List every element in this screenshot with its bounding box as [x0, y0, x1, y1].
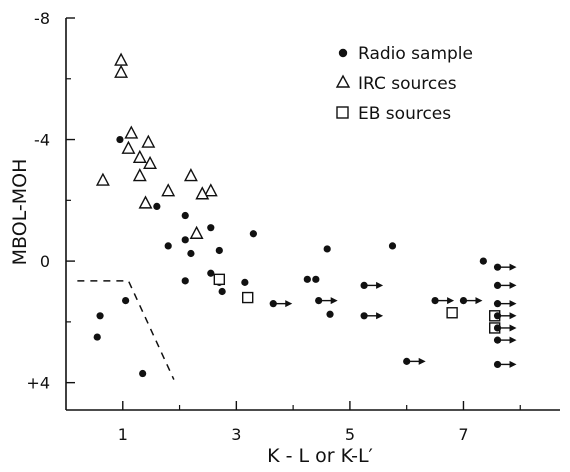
x-tick-label: 5 [345, 425, 355, 444]
x-tick-label: 7 [458, 425, 468, 444]
irc-source-point [121, 140, 136, 154]
radio-sample-point [249, 230, 257, 238]
radio-sample-point [207, 269, 215, 277]
legend-entry: EB sources [336, 104, 451, 124]
y-axis-label: MBOL-MOH [9, 159, 31, 266]
lower-limit-point [269, 300, 293, 308]
eb-source-point [446, 307, 458, 319]
lower-limit-point [431, 297, 455, 305]
lower-limit-point [493, 324, 517, 332]
irc-source-point [138, 195, 153, 209]
radio-sample-point [164, 242, 172, 250]
x-tick-label: 3 [231, 425, 241, 444]
data-marks [93, 52, 517, 378]
lower-limit-point [360, 312, 384, 320]
arrow-head-icon [509, 281, 517, 289]
eb-source-point [213, 273, 226, 286]
radio-sample-point [93, 333, 101, 341]
legend-marker-irc [335, 74, 351, 88]
radio-sample-point [139, 369, 147, 378]
irc-source-point [114, 64, 129, 78]
irc-source-point [203, 183, 218, 197]
arrow-head-icon [509, 263, 517, 271]
legend-label-irc: IRC sources [358, 74, 457, 94]
radio-sample-point [181, 236, 189, 244]
arrow-head-icon [418, 357, 426, 365]
lower-limit-point [493, 263, 517, 271]
lower-limit-point [459, 297, 483, 305]
radio-sample-point [303, 275, 311, 283]
legend: Radio sample IRC sources EB sources [335, 44, 473, 124]
y-tick-label: +4 [26, 374, 50, 393]
irc-source-point [132, 149, 147, 163]
arrow-head-icon [509, 300, 517, 308]
arrow-head-icon [285, 300, 293, 308]
radio-sample-point [122, 297, 130, 305]
irc-source-point [189, 225, 204, 239]
axis-tick-labels: 1 3 5 7 -8 -4 0 +4 [26, 9, 468, 444]
radio-sample-point [479, 257, 487, 265]
radio-sample-point [388, 242, 397, 250]
irc-source-point [124, 125, 139, 139]
y-tick-label: -8 [34, 9, 50, 28]
radio-sample-point [96, 312, 104, 320]
y-tick-label: -4 [34, 131, 50, 150]
arrow-head-icon [376, 281, 384, 289]
arrow-head-icon [509, 324, 517, 332]
arrow-head-icon [509, 312, 517, 320]
irc-source-point [141, 134, 156, 148]
radio-sample-point [218, 287, 226, 296]
radio-sample-point [207, 224, 215, 232]
lower-limit-point [360, 281, 384, 290]
lower-limit-point [403, 357, 426, 365]
x-axis-label: K - L or K-L′ [267, 445, 373, 467]
arrow-head-icon [509, 336, 517, 344]
eb-source-point [242, 291, 254, 304]
reference-line [77, 280, 175, 380]
irc-source-point [183, 168, 198, 182]
x-tick-label: 1 [118, 425, 128, 444]
radio-sample-point [181, 277, 189, 285]
lower-limit-point [493, 360, 517, 369]
lower-limit-point [493, 300, 517, 308]
legend-marker-eb [336, 106, 349, 119]
lower-limit-point [493, 312, 517, 320]
irc-source-point [132, 168, 147, 182]
lower-limit-point [493, 336, 517, 344]
arrow-head-icon [447, 297, 455, 305]
legend-entry: Radio sample [338, 44, 473, 64]
legend-entry: IRC sources [335, 74, 457, 94]
radio-sample-point [181, 211, 189, 220]
irc-source-point [114, 52, 129, 66]
lower-limit-point [493, 281, 517, 290]
radio-sample-point [116, 135, 124, 144]
radio-sample-point [323, 245, 331, 253]
irc-source-point [95, 172, 110, 186]
irc-source-point [143, 155, 157, 170]
radio-sample-point [326, 310, 334, 318]
arrow-head-icon [475, 297, 483, 305]
y-tick-label: 0 [40, 252, 50, 271]
radio-sample-point [312, 275, 320, 283]
dashed-boundary-line [77, 280, 175, 380]
lower-limit-point [315, 297, 338, 305]
irc-source-point [195, 186, 210, 200]
radio-sample-point [241, 278, 249, 286]
axis-ticks [66, 17, 521, 410]
radio-sample-point [187, 249, 195, 258]
arrow-head-icon [330, 297, 338, 305]
arrow-head-icon [509, 360, 517, 368]
arrow-head-icon [376, 312, 384, 320]
radio-sample-point [215, 246, 223, 255]
irc-source-point [161, 183, 176, 197]
legend-label-radio: Radio sample [358, 44, 473, 64]
radio-sample-point [153, 202, 161, 211]
legend-marker-radio [338, 48, 348, 58]
plot-frame [65, 18, 560, 411]
legend-label-eb: EB sources [358, 104, 451, 124]
